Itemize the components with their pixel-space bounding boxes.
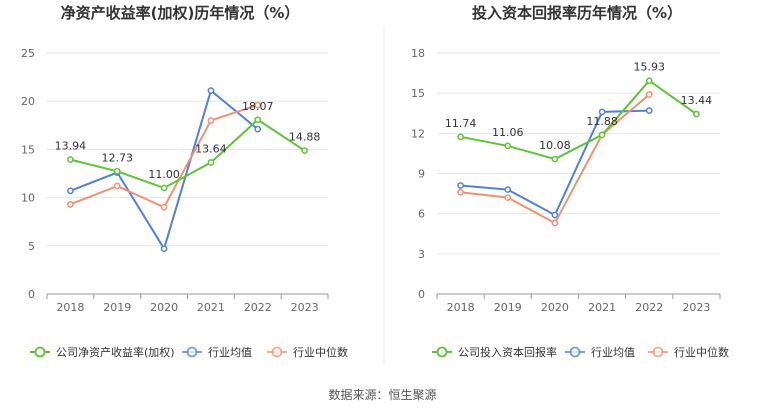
data-point bbox=[598, 131, 606, 139]
chart-title: 投入资本回报率历年情况（%） bbox=[472, 4, 682, 22]
y-tick-label: 6 bbox=[418, 208, 425, 221]
data-point bbox=[254, 116, 262, 124]
data-point bbox=[645, 107, 653, 114]
data-point bbox=[67, 187, 74, 195]
chart-panel-1: 净资产收益率(加权)历年情况（%） 0 5 10 15 20 25 2018 2019 2020 2… bbox=[21, 4, 348, 359]
data-point bbox=[160, 184, 168, 192]
data-label: 11.00 bbox=[148, 168, 180, 181]
legend-item: 公司投入资本回报率 bbox=[432, 345, 557, 359]
x-tick-label: 2021 bbox=[197, 301, 225, 314]
y-tick-label: 10 bbox=[21, 192, 35, 205]
data-label: 18.07 bbox=[242, 100, 274, 113]
data-label: 11.06 bbox=[492, 126, 524, 139]
data-point bbox=[113, 167, 121, 175]
legend-item: 行业中位数 bbox=[267, 345, 348, 359]
data-point bbox=[67, 156, 74, 163]
data-label: 13.94 bbox=[55, 140, 87, 153]
legend-swatch-marker bbox=[436, 346, 448, 358]
data-point bbox=[254, 125, 262, 133]
legend-swatch-marker bbox=[652, 346, 664, 358]
data-point bbox=[598, 108, 606, 116]
data-label: 11.74 bbox=[445, 117, 477, 130]
series-line bbox=[460, 79, 697, 161]
x-tick-label: 2019 bbox=[103, 301, 131, 314]
data-point bbox=[207, 87, 215, 94]
x-tick-label: 2023 bbox=[682, 301, 710, 314]
legend-label: 公司投入资本回报率 bbox=[458, 345, 557, 359]
data-point bbox=[67, 200, 74, 208]
data-point bbox=[645, 77, 653, 85]
y-tick-label: 18 bbox=[411, 47, 425, 60]
legend-label: 公司净资产收益率(加权) bbox=[56, 345, 175, 359]
legend-item: 公司净资产收益率(加权) bbox=[30, 345, 175, 359]
y-tick-label: 9 bbox=[418, 168, 425, 181]
x-tick-label: 2018 bbox=[447, 301, 475, 314]
legend-item: 行业均值 bbox=[182, 346, 252, 359]
legend-item: 行业均值 bbox=[565, 346, 635, 359]
x-tick-label: 2020 bbox=[541, 301, 569, 314]
data-label: 10.08 bbox=[539, 139, 571, 152]
legend-item: 行业中位数 bbox=[648, 345, 729, 359]
data-point bbox=[551, 219, 559, 227]
y-tick-label: 5 bbox=[28, 240, 35, 253]
data-label: 13.64 bbox=[195, 143, 227, 156]
data-point bbox=[457, 188, 464, 196]
series-line bbox=[460, 109, 650, 217]
data-point bbox=[207, 159, 215, 166]
chart-title: 净资产收益率(加权)历年情况（%） bbox=[61, 4, 300, 22]
data-source-note: 数据来源：恒生聚源 bbox=[328, 388, 437, 402]
data-label: 14.88 bbox=[289, 131, 321, 144]
data-point bbox=[693, 110, 700, 118]
legend-swatch-marker bbox=[569, 346, 581, 358]
series-line bbox=[70, 104, 259, 209]
data-point bbox=[113, 182, 121, 190]
data-label: 13.44 bbox=[681, 94, 713, 107]
y-tick-label: 15 bbox=[411, 87, 425, 100]
x-tick-label: 2018 bbox=[56, 301, 84, 314]
legend-swatch-marker bbox=[186, 346, 198, 358]
y-tick-label: 3 bbox=[418, 248, 425, 261]
y-tick-label: 0 bbox=[418, 288, 425, 301]
data-point bbox=[207, 117, 215, 124]
legend-label: 行业中位数 bbox=[674, 345, 729, 359]
data-point bbox=[301, 147, 308, 154]
y-tick-label: 12 bbox=[411, 127, 425, 140]
data-point bbox=[551, 155, 559, 163]
x-tick-label: 2023 bbox=[291, 301, 319, 314]
chart-panel-2: 投入资本回报率历年情况（%） 0 3 6 9 12 15 18 2018 2019 2020 2021… bbox=[411, 4, 729, 359]
y-tick-label: 15 bbox=[21, 143, 35, 156]
legend-swatch-marker bbox=[271, 346, 283, 358]
data-point bbox=[457, 133, 464, 141]
data-point bbox=[160, 245, 168, 253]
data-point bbox=[457, 182, 464, 189]
y-tick-label: 0 bbox=[28, 288, 35, 301]
x-tick-label: 2022 bbox=[635, 301, 663, 314]
legend-label: 行业均值 bbox=[591, 346, 635, 359]
data-point bbox=[160, 203, 168, 211]
legend-label: 行业中位数 bbox=[293, 345, 348, 359]
series-line bbox=[70, 118, 306, 190]
data-point bbox=[254, 101, 262, 109]
y-tick-label: 25 bbox=[21, 47, 35, 60]
x-tick-label: 2020 bbox=[150, 301, 178, 314]
y-tick-label: 20 bbox=[21, 95, 35, 108]
data-label: 15.93 bbox=[634, 61, 666, 74]
data-point bbox=[551, 211, 559, 219]
x-tick-label: 2019 bbox=[494, 301, 522, 314]
data-point bbox=[504, 186, 512, 193]
data-point bbox=[504, 142, 512, 150]
x-tick-label: 2022 bbox=[244, 301, 272, 314]
x-tick-label: 2021 bbox=[588, 301, 616, 314]
data-point bbox=[645, 91, 653, 98]
data-label: 11.88 bbox=[586, 115, 618, 128]
data-point bbox=[504, 194, 512, 201]
legend-label: 行业均值 bbox=[208, 346, 252, 359]
legend-swatch-marker bbox=[34, 346, 46, 358]
data-label: 12.73 bbox=[102, 151, 134, 164]
